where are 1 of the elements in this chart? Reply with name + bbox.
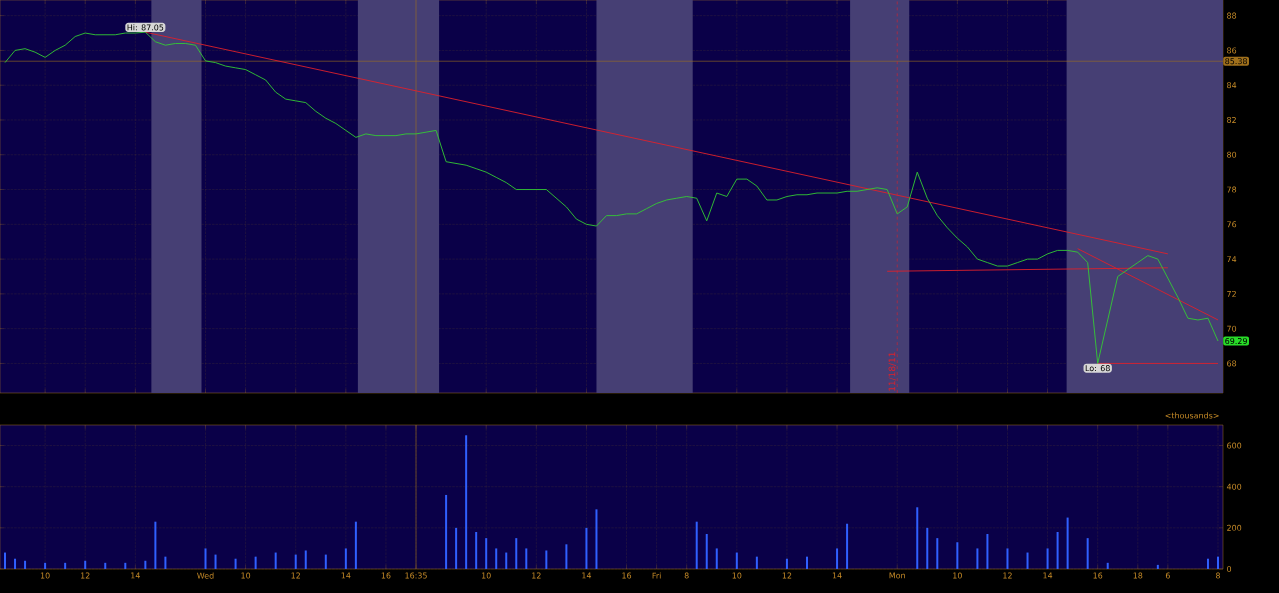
ref-line-label: 11/18/11 — [888, 352, 897, 391]
